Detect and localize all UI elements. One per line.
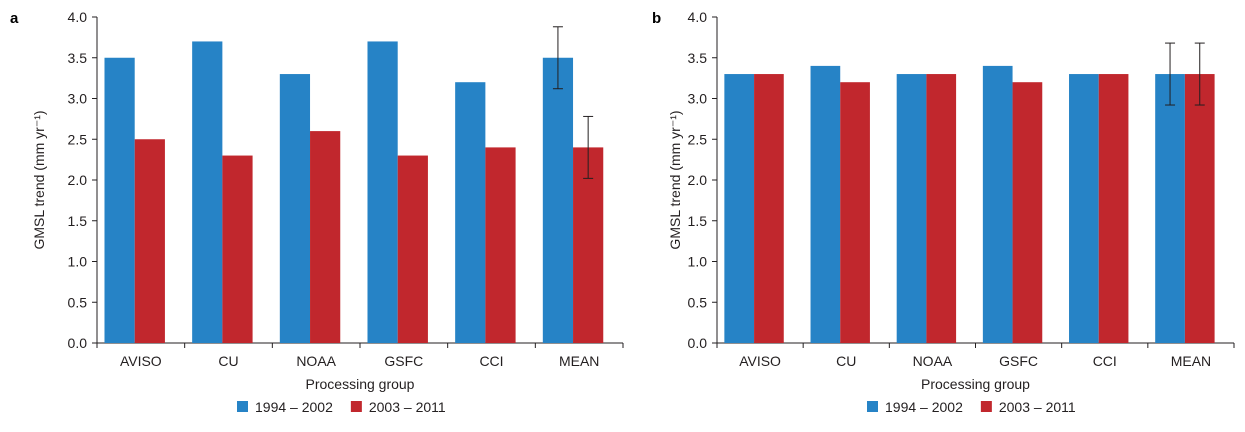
y-tick-label: 2.5: [68, 131, 88, 147]
y-tick-label: 3.0: [688, 91, 708, 107]
bar-noaa-series-1: [896, 74, 927, 344]
bar-cci-series-1: [455, 82, 486, 343]
bar-noaa-series-2: [310, 131, 341, 343]
x-axis-title: Processing group: [306, 376, 415, 392]
chart-panel-b: b 0.0 0.5 1.0 1.5 2.0 2.5 3.0 3.5 4.0 GMSL trend (…: [652, 9, 1235, 415]
legend-label-series-1: 1994 – 2002: [885, 399, 963, 415]
error-bar-mean-series-2: [1194, 42, 1205, 106]
x-tick-label-cci: CCI: [479, 353, 503, 369]
x-tick-label-gsfc: GSFC: [999, 353, 1038, 369]
panel-label: b: [652, 10, 661, 27]
x-tick-label-mean: MEAN: [1171, 353, 1211, 369]
y-tick-label: 1.0: [688, 254, 708, 270]
y-tick-label: 3.5: [688, 50, 708, 66]
y-tick-label: 2.5: [688, 131, 708, 147]
bar-aviso-series-2: [134, 139, 165, 343]
y-axis-title: GMSL trend (mm yr⁻¹): [31, 110, 47, 249]
error-bar-mean-series-1: [1165, 42, 1176, 106]
y-tick-label: 0.5: [688, 294, 708, 310]
bar-gsfc-series-2: [1012, 82, 1043, 343]
panel-label: a: [10, 10, 19, 27]
x-tick-label-cu: CU: [836, 353, 856, 369]
y-tick-label: 2.0: [688, 172, 708, 188]
legend-swatch-series-2: [350, 401, 362, 412]
x-tick-label-cci: CCI: [1093, 353, 1117, 369]
y-tick-label: 3.5: [68, 50, 88, 66]
bar-cu-series-2: [222, 155, 253, 343]
legend: 1994 – 2002 2003 – 2011: [237, 399, 446, 415]
error-bar-mean-series-1: [552, 26, 563, 90]
x-tick-label-cu: CU: [218, 353, 238, 369]
x-tick-label-aviso: AVISO: [739, 353, 781, 369]
bar-mean-series-2: [1184, 74, 1215, 344]
bar-cu-series-1: [192, 41, 223, 343]
bar-noaa-series-1: [279, 74, 311, 344]
bar-cu-series-2: [840, 82, 870, 343]
bar-cci-series-2: [1098, 74, 1129, 344]
y-tick-label: 1.5: [688, 213, 708, 229]
y-tick-label: 0.0: [68, 335, 88, 351]
bar-gsfc-series-1: [367, 41, 398, 343]
error-bar-mean-series-2: [583, 115, 594, 179]
y-tick-label: 0.0: [688, 335, 708, 351]
y-tick-label: 0.5: [68, 294, 88, 310]
legend-label-series-1: 1994 – 2002: [255, 399, 333, 415]
y-tick-label: 1.5: [68, 213, 88, 229]
y-axis-title: GMSL trend (mm yr⁻¹): [667, 110, 683, 249]
legend-swatch-series-1: [237, 401, 248, 412]
legend-swatch-series-2: [980, 401, 992, 412]
bar-mean-series-2: [573, 147, 604, 343]
bar-mean-series-1: [542, 57, 574, 343]
bar-cci-series-2: [485, 147, 516, 343]
y-tick-label: 3.0: [68, 91, 88, 107]
bar-aviso-series-1: [104, 57, 135, 343]
bar-gsfc-series-2: [397, 155, 428, 343]
bar-aviso-series-2: [754, 74, 784, 344]
legend-swatch-series-1: [867, 401, 878, 412]
x-tick-label-noaa: NOAA: [296, 353, 336, 369]
bar-cci-series-1: [1069, 74, 1099, 344]
legend: 1994 – 2002 2003 – 2011: [867, 399, 1076, 415]
bar-gsfc-series-1: [982, 65, 1013, 344]
x-tick-label-aviso: AVISO: [120, 353, 162, 369]
x-tick-label-mean: MEAN: [559, 353, 599, 369]
bar-noaa-series-2: [926, 74, 957, 344]
bar-cu-series-1: [810, 65, 841, 344]
x-tick-label-noaa: NOAA: [913, 353, 953, 369]
y-tick-label: 4.0: [68, 9, 88, 25]
y-tick-label: 4.0: [688, 9, 708, 25]
legend-label-series-2: 2003 – 2011: [369, 399, 446, 415]
bar-mean-series-1: [1155, 74, 1185, 344]
y-tick-label: 1.0: [68, 254, 88, 270]
x-tick-label-gsfc: GSFC: [384, 353, 423, 369]
x-axis-title: Processing group: [921, 376, 1030, 392]
y-tick-label: 2.0: [68, 172, 88, 188]
legend-label-series-2: 2003 – 2011: [999, 399, 1076, 415]
bar-aviso-series-1: [724, 74, 755, 344]
chart-panel-a: a 0.0 0.5 1.0 1.5 2.0 2.5 3.0 3.5 4.0 GMSL trend (…: [10, 9, 624, 415]
